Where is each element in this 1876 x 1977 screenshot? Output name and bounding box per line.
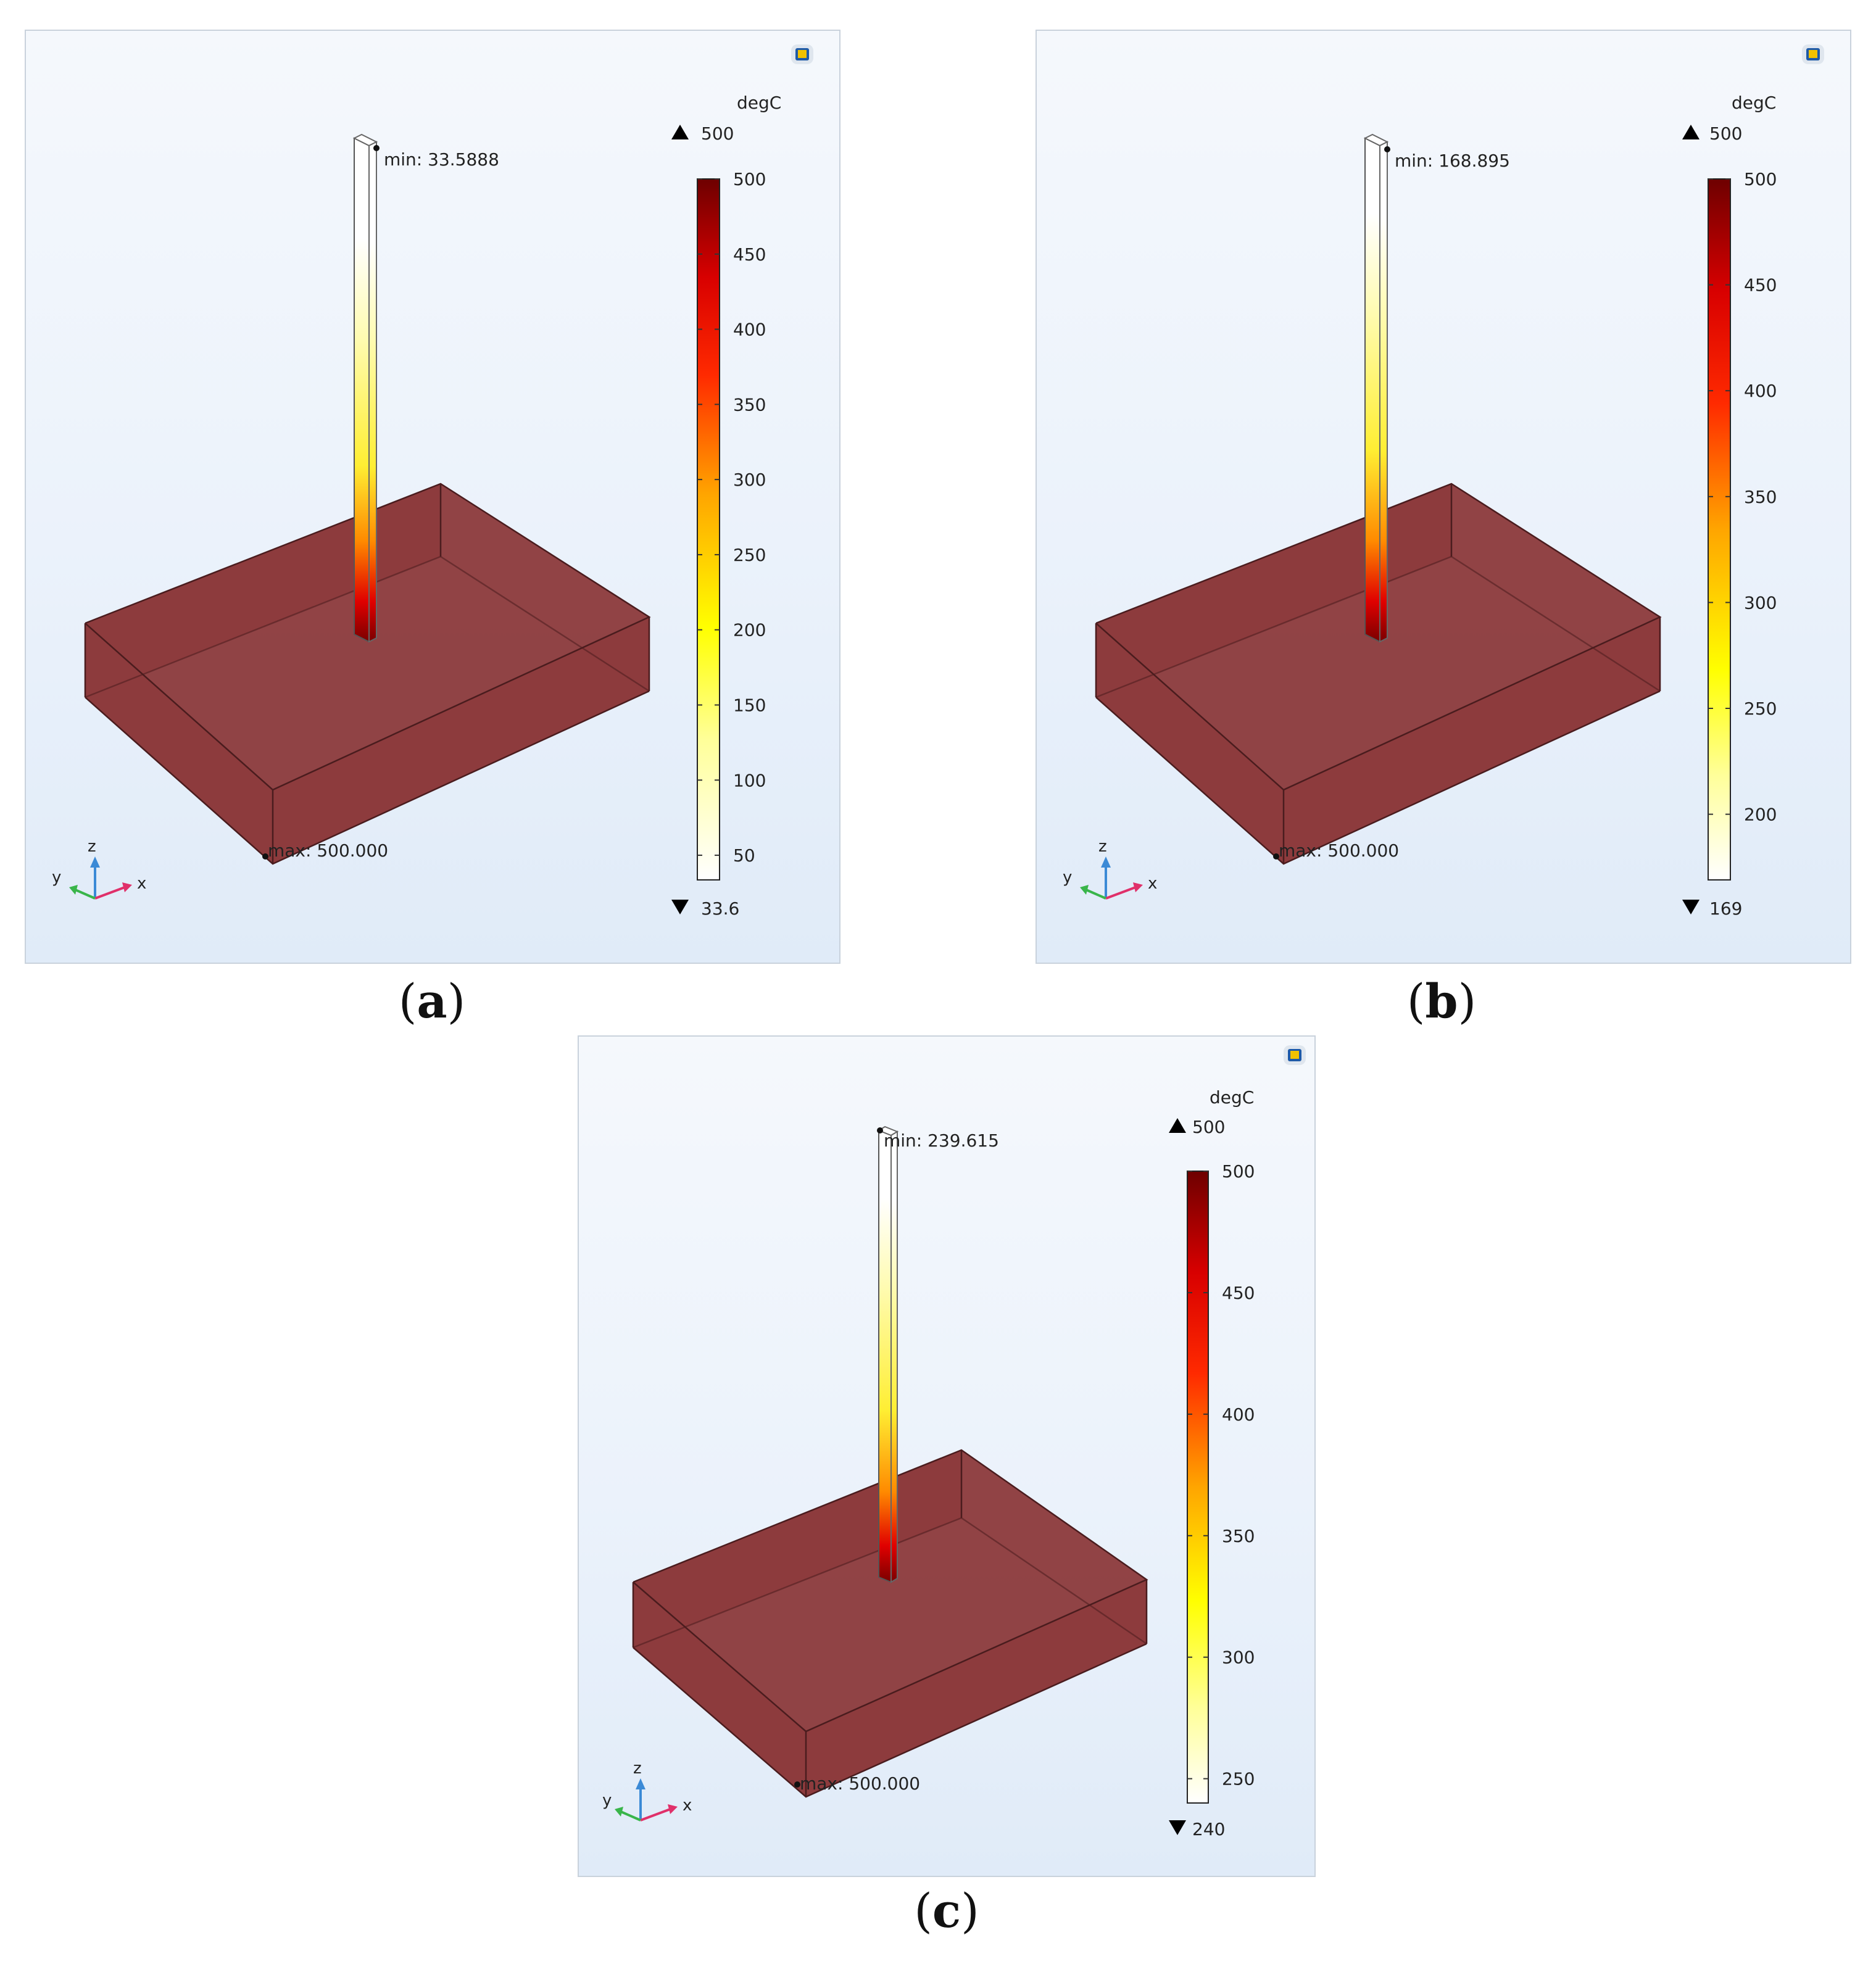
axis-label-x: x (1148, 874, 1157, 893)
max-annotation: max: 500.000 (1279, 840, 1399, 861)
min-triangle-icon (671, 900, 689, 914)
max-triangle-icon (671, 125, 689, 139)
colorbar (1708, 178, 1731, 881)
colorbar-tick-label: 400 (1222, 1404, 1255, 1425)
block-edges (632, 1449, 1148, 1798)
caption-c: (c) (914, 1883, 979, 1938)
view-icon[interactable] (1802, 44, 1824, 64)
colorbar-tick-label: 450 (1222, 1283, 1255, 1303)
plot-panel-a: min: 33.5888 max: 500.000 degC 500 500 45… (25, 30, 840, 964)
axis-label-z: z (1098, 837, 1107, 856)
axis-label-z: z (633, 1759, 642, 1778)
max-triangle-icon (1682, 125, 1700, 139)
view-icon[interactable] (1284, 1045, 1306, 1065)
colorbar-tick-label: 250 (1222, 1769, 1255, 1789)
min-triangle-icon (1682, 900, 1700, 914)
colorbar-tick-label: 300 (1744, 592, 1777, 613)
colorbar-tick-label: 300 (733, 470, 766, 490)
min-annotation: min: 33.5888 (384, 149, 499, 170)
axis-label-y: y (1063, 868, 1072, 887)
plot-canvas-b: min: 168.895 max: 500.000 degC 500 500 45… (1063, 44, 1824, 919)
colorbar-tick-label: 500 (1222, 1161, 1255, 1182)
colorbar-ticks: 500 450 400 350 300 250 (1187, 1161, 1255, 1789)
caption-b: (b) (1406, 974, 1477, 1029)
colorbar-min-marker: 240 (1192, 1819, 1225, 1839)
axis-triad: z x y (52, 837, 146, 900)
colorbar-max-marker: 500 (701, 123, 734, 144)
colorbar-tick-label: 500 (1744, 169, 1777, 189)
block-edges (84, 483, 651, 865)
max-marker-point (1273, 853, 1279, 860)
min-triangle-icon (1169, 1820, 1186, 1835)
colorbar-tick-label: 350 (733, 394, 766, 415)
colorbar-max-marker: 500 (1709, 123, 1742, 144)
colorbar-max-marker: 500 (1192, 1117, 1225, 1137)
axis-label-y: y (52, 868, 61, 887)
colorbar-tick-label: 250 (733, 545, 766, 565)
colorbar-unit: degC (1732, 93, 1776, 113)
colorbar (697, 178, 720, 881)
colorbar-tick-label: 450 (1744, 275, 1777, 296)
rod (352, 133, 378, 643)
caption-a: (a) (398, 974, 466, 1029)
axis-triad: z x y (602, 1759, 692, 1822)
min-marker-point (373, 145, 380, 151)
colorbar-unit: degC (737, 93, 781, 113)
block-right-face (273, 617, 649, 864)
max-marker-point (262, 853, 268, 860)
colorbar-unit: degC (1210, 1087, 1254, 1108)
colorbar-tick-label: 150 (733, 695, 766, 715)
axis-triad: z x y (1063, 837, 1157, 900)
colorbar-tick-label: 100 (733, 770, 766, 790)
view-icon[interactable] (791, 44, 813, 64)
plot-panel-c: min: 239.615 max: 500.000 degC 500 500 45… (578, 1035, 1316, 1877)
rod (877, 1125, 899, 1583)
colorbar-tick-label: 400 (733, 320, 766, 340)
colorbar-tick-label: 350 (1222, 1526, 1255, 1546)
block-front-face (85, 623, 273, 864)
colorbar-min-marker: 33.6 (701, 898, 739, 919)
rod (1363, 133, 1389, 643)
colorbar-tick-label: 400 (1744, 381, 1777, 401)
block-right-face (806, 1580, 1147, 1797)
plot-canvas-c: min: 239.615 max: 500.000 degC 500 500 45… (602, 1045, 1306, 1839)
colorbar-ticks: 500 450 400 350 300 250 200 (1708, 169, 1777, 825)
max-annotation: max: 500.000 (800, 1773, 920, 1794)
colorbar-tick-label: 200 (1744, 805, 1777, 825)
colorbar-tick-label: 350 (1744, 487, 1777, 507)
colorbar-tick-label: 200 (733, 620, 766, 640)
axis-label-y: y (602, 1791, 612, 1810)
block-right-face (1284, 617, 1660, 864)
colorbar-tick-label: 50 (733, 845, 755, 866)
axis-label-x: x (683, 1796, 692, 1815)
max-annotation: max: 500.000 (268, 840, 388, 861)
block-edges (1095, 483, 1662, 865)
min-annotation: min: 168.895 (1395, 151, 1510, 171)
block-top-face (633, 1450, 1147, 1731)
block-front-face (1096, 623, 1284, 864)
colorbar-tick-label: 500 (733, 169, 766, 189)
axis-label-z: z (88, 837, 96, 856)
colorbar-ticks: 500 450 400 350 300 250 200 150 100 50 (697, 169, 766, 866)
min-marker-point (877, 1127, 883, 1134)
axis-label-x: x (137, 874, 146, 893)
colorbar (1187, 1171, 1209, 1804)
plot-panel-b: min: 168.895 max: 500.000 degC 500 500 45… (1036, 30, 1851, 964)
plot-canvas-a: min: 33.5888 max: 500.000 degC 500 500 45… (52, 44, 813, 919)
min-annotation: min: 239.615 (884, 1130, 999, 1151)
colorbar-tick-label: 300 (1222, 1648, 1255, 1668)
min-marker-point (1384, 146, 1390, 152)
colorbar-min-marker: 169 (1709, 898, 1742, 919)
max-triangle-icon (1169, 1118, 1186, 1133)
block-front-face (633, 1582, 806, 1797)
colorbar-tick-label: 250 (1744, 698, 1777, 719)
max-marker-point (794, 1781, 800, 1788)
colorbar-tick-label: 450 (733, 244, 766, 265)
